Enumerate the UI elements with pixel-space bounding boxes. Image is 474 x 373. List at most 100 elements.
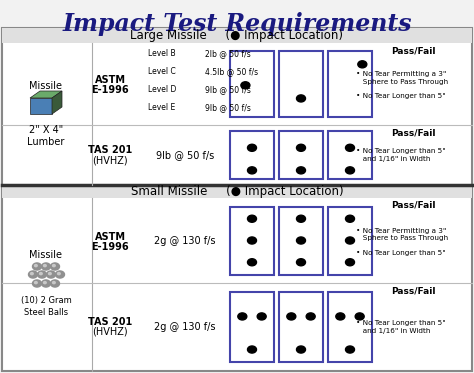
Circle shape [35,282,37,284]
Circle shape [247,346,256,353]
Text: Level C: Level C [148,67,176,76]
Text: Pass/Fail: Pass/Fail [391,201,435,210]
Text: • No Tear Longer than 5"
   and 1/16" in Width: • No Tear Longer than 5" and 1/16" in Wi… [356,148,446,162]
Text: E-1996: E-1996 [91,85,129,95]
Circle shape [287,313,296,320]
Text: 2g @ 130 f/s: 2g @ 130 f/s [154,322,216,332]
Text: Missile: Missile [29,81,63,91]
Text: Small Missile     (● Impact Location): Small Missile (● Impact Location) [131,185,343,198]
Circle shape [346,167,355,174]
Circle shape [297,237,306,244]
Text: E-1996: E-1996 [91,241,129,251]
Text: ASTM: ASTM [94,232,126,241]
Circle shape [297,95,306,102]
Circle shape [297,259,306,266]
Bar [328,51,372,117]
Text: Pass/Fail: Pass/Fail [391,128,435,137]
Circle shape [247,237,256,244]
Text: • No Tear Longer than 5": • No Tear Longer than 5" [356,250,446,256]
Circle shape [297,144,306,151]
Text: 2lb @ 50 f/s: 2lb @ 50 f/s [205,49,251,58]
Circle shape [346,346,355,353]
Text: Level E: Level E [148,103,175,112]
Bar [230,131,274,179]
Circle shape [257,313,266,320]
Text: Large Missile     (● Impact Location): Large Missile (● Impact Location) [130,29,344,42]
Polygon shape [30,91,62,98]
Text: (10) 2 Gram
Steel Balls: (10) 2 Gram Steel Balls [21,297,72,317]
Circle shape [39,273,42,275]
Circle shape [297,346,306,353]
Circle shape [346,259,355,266]
Text: Level D: Level D [148,85,176,94]
Circle shape [297,167,306,174]
Circle shape [46,271,55,278]
Bar [328,207,372,275]
Circle shape [42,263,51,270]
Circle shape [241,82,250,89]
Circle shape [28,271,37,278]
Circle shape [247,215,256,222]
Bar [230,51,274,117]
Text: TAS 201: TAS 201 [88,317,132,327]
Circle shape [238,313,247,320]
Circle shape [247,259,256,266]
Circle shape [346,237,355,244]
Polygon shape [30,98,52,114]
Text: • No Tear Permitting a 3"
   Sphere to Pass Through: • No Tear Permitting a 3" Sphere to Pass… [356,228,448,241]
Circle shape [346,144,355,151]
Text: 2" X 4"
Lumber: 2" X 4" Lumber [27,125,64,147]
Bar [279,51,323,117]
Text: ASTM: ASTM [94,75,126,85]
Polygon shape [52,91,62,114]
Text: Level B: Level B [148,49,176,58]
Bar [279,292,323,362]
Circle shape [42,280,51,287]
Bar [279,131,323,179]
Text: (HVHZ): (HVHZ) [92,155,128,165]
Text: 9lb @ 50 f/s: 9lb @ 50 f/s [205,85,251,94]
Bar [2,185,472,198]
Text: Missile: Missile [29,250,63,260]
Circle shape [346,215,355,222]
Text: • No Tear Longer than 5"
   and 1/16" in Width: • No Tear Longer than 5" and 1/16" in Wi… [356,320,446,334]
Circle shape [44,264,46,267]
Circle shape [48,273,51,275]
Circle shape [247,144,256,151]
Circle shape [358,61,367,68]
Circle shape [51,280,60,287]
Circle shape [53,282,55,284]
Text: Impact Test Requirements: Impact Test Requirements [62,12,412,36]
Circle shape [33,263,42,270]
Circle shape [35,264,37,267]
Bar [279,207,323,275]
Text: Pass/Fail: Pass/Fail [391,286,435,295]
Bar [230,292,274,362]
Text: 4.5lb @ 50 f/s: 4.5lb @ 50 f/s [205,67,258,76]
Circle shape [33,280,42,287]
Circle shape [336,313,345,320]
Text: • No Tear Longer than 5": • No Tear Longer than 5" [356,93,446,99]
Bar [328,131,372,179]
Circle shape [57,273,60,275]
Circle shape [51,263,60,270]
Text: (HVHZ): (HVHZ) [92,327,128,337]
Text: 9lb @ 50 f/s: 9lb @ 50 f/s [156,150,214,160]
Circle shape [37,271,46,278]
Text: • No Tear Permitting a 3"
   Sphere to Pass Through: • No Tear Permitting a 3" Sphere to Pass… [356,71,448,85]
Circle shape [355,313,364,320]
Circle shape [297,215,306,222]
Circle shape [30,273,33,275]
Bar [328,292,372,362]
Text: 2g @ 130 f/s: 2g @ 130 f/s [154,235,216,245]
Circle shape [55,271,64,278]
Circle shape [247,167,256,174]
Circle shape [44,282,46,284]
Circle shape [53,264,55,267]
Bar [2,28,472,43]
Text: Pass/Fail: Pass/Fail [391,47,435,56]
Bar [230,207,274,275]
Text: TAS 201: TAS 201 [88,145,132,155]
Circle shape [306,313,315,320]
Text: 9lb @ 50 f/s: 9lb @ 50 f/s [205,103,251,112]
